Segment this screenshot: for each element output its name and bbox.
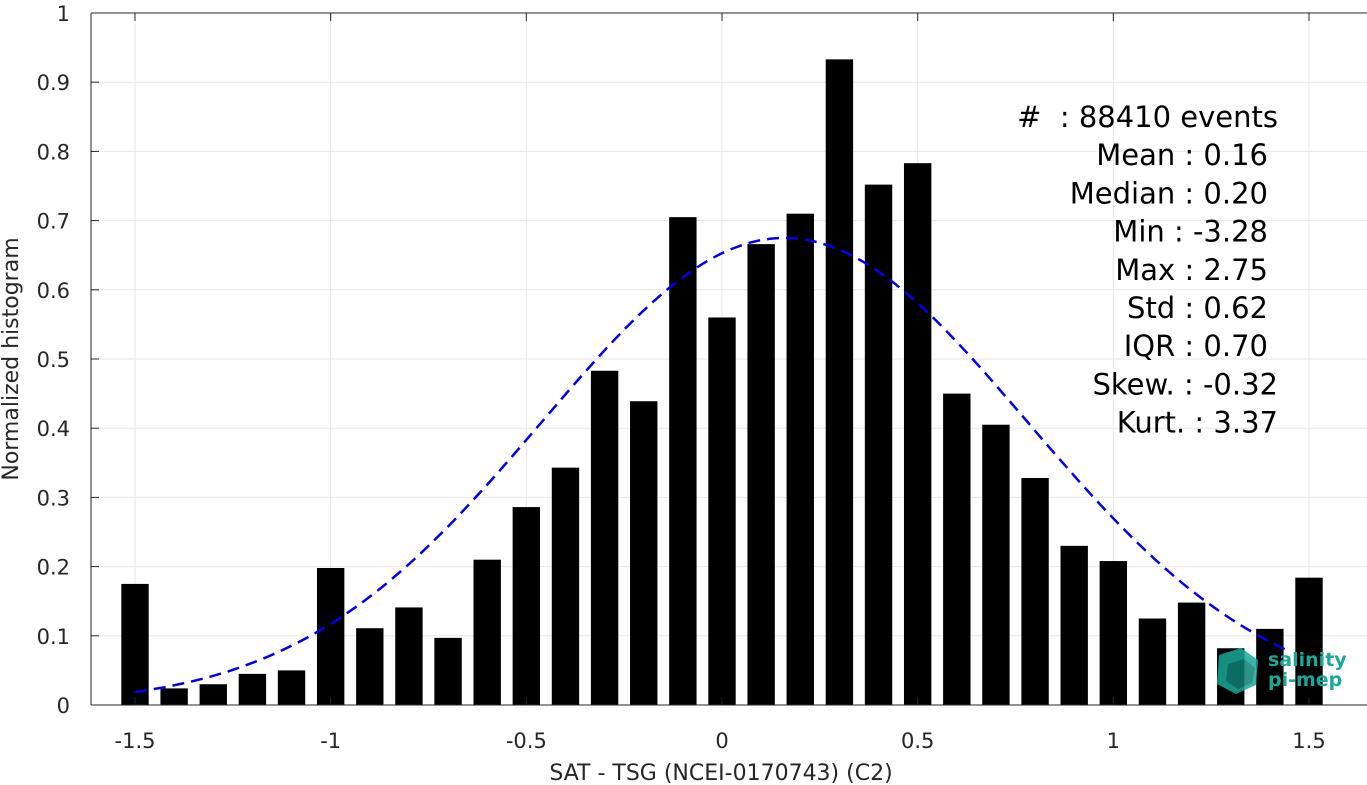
histogram-bar	[1060, 545, 1088, 705]
y-tick-label: 0.6	[37, 279, 70, 303]
histogram-bar	[1138, 618, 1167, 705]
histogram-bar	[786, 213, 814, 705]
histogram-bar	[825, 59, 854, 705]
histogram-bar	[590, 370, 619, 705]
histogram-bar	[1021, 478, 1049, 705]
y-tick-label: 0.5	[37, 348, 70, 372]
histogram-bar	[512, 507, 541, 705]
histogram-bar	[982, 424, 1010, 705]
x-tick-labels: -1.5 -1 -0.5 0 0.5 1 1.5	[115, 729, 1326, 753]
histogram-bar	[669, 217, 697, 705]
stats-line: # : 88410 events	[1017, 100, 1278, 134]
histogram-bar	[864, 184, 893, 706]
stats-line: Std : 0.62	[1127, 291, 1268, 325]
histogram-bar	[316, 567, 345, 705]
stats-line: Median : 0.20	[1070, 176, 1268, 210]
histogram-bar	[551, 467, 580, 705]
histogram-bar	[199, 684, 227, 705]
histogram-bar	[356, 628, 384, 705]
histogram-bar	[473, 559, 501, 705]
logo-text-salinity: salinity	[1268, 649, 1347, 671]
y-tick-label: 1	[57, 2, 70, 26]
y-tick-label: 0.7	[37, 210, 70, 234]
y-tick-label: 0.2	[37, 556, 70, 580]
histogram-bar	[747, 244, 775, 706]
histogram-bar	[630, 401, 658, 705]
stats-line: Skew. : -0.32	[1092, 367, 1278, 401]
stats-line: Max : 2.75	[1115, 253, 1268, 287]
histogram-bar	[1099, 561, 1128, 705]
x-tick-label: -1	[320, 729, 341, 753]
histogram-bar	[434, 637, 462, 705]
y-tick-label: 0.3	[37, 486, 70, 510]
y-tick-labels: 0 0.1 0.2 0.3 0.4 0.5 0.6 0.7 0.8 0.9 1	[37, 2, 70, 718]
y-tick-label: 0.4	[37, 417, 70, 441]
x-tick-label: -0.5	[506, 729, 547, 753]
histogram-bar	[708, 317, 736, 705]
x-axis-title: SAT - TSG (NCEI-0170743) (C2)	[549, 761, 892, 785]
y-tick-label: 0.1	[37, 625, 70, 649]
histogram-bar	[277, 670, 306, 705]
histogram-bar	[395, 607, 423, 705]
y-tick-label: 0.8	[37, 140, 70, 164]
logo-text-pi-mep: pi-mep	[1268, 669, 1342, 691]
x-tick-label: 0	[715, 729, 728, 753]
stats-line: Kurt. : 3.37	[1117, 406, 1278, 440]
histogram-bar	[238, 673, 267, 705]
stats-line: Min : -3.28	[1113, 215, 1268, 249]
y-axis-title: Normalized histogram	[0, 237, 24, 480]
histogram-bar	[121, 583, 149, 705]
salinity-pi-mep-logo: salinity pi-mep	[1217, 648, 1347, 694]
y-tick-label: 0	[57, 694, 70, 718]
histogram-bar	[903, 163, 932, 705]
histogram-bar	[160, 688, 188, 705]
x-tick-label: 1.5	[1292, 729, 1325, 753]
histogram-bar	[1177, 602, 1206, 705]
x-tick-label: -1.5	[115, 729, 156, 753]
histogram-bar	[1256, 628, 1284, 705]
histogram-bar	[943, 393, 971, 705]
logo-mark-icon	[1217, 648, 1258, 694]
histogram-bar	[1295, 577, 1323, 705]
statistics-box: # : 88410 events Mean : 0.16 Median : 0.20…	[1017, 100, 1278, 440]
y-tick-label: 0.9	[37, 71, 70, 95]
stats-line: IQR : 0.70	[1124, 329, 1268, 363]
axes	[90, 12, 1367, 706]
histogram-bars	[121, 59, 1323, 706]
stats-line: Mean : 0.16	[1096, 138, 1268, 172]
x-tick-label: 1	[1107, 729, 1120, 753]
x-tick-label: 0.5	[901, 729, 934, 753]
